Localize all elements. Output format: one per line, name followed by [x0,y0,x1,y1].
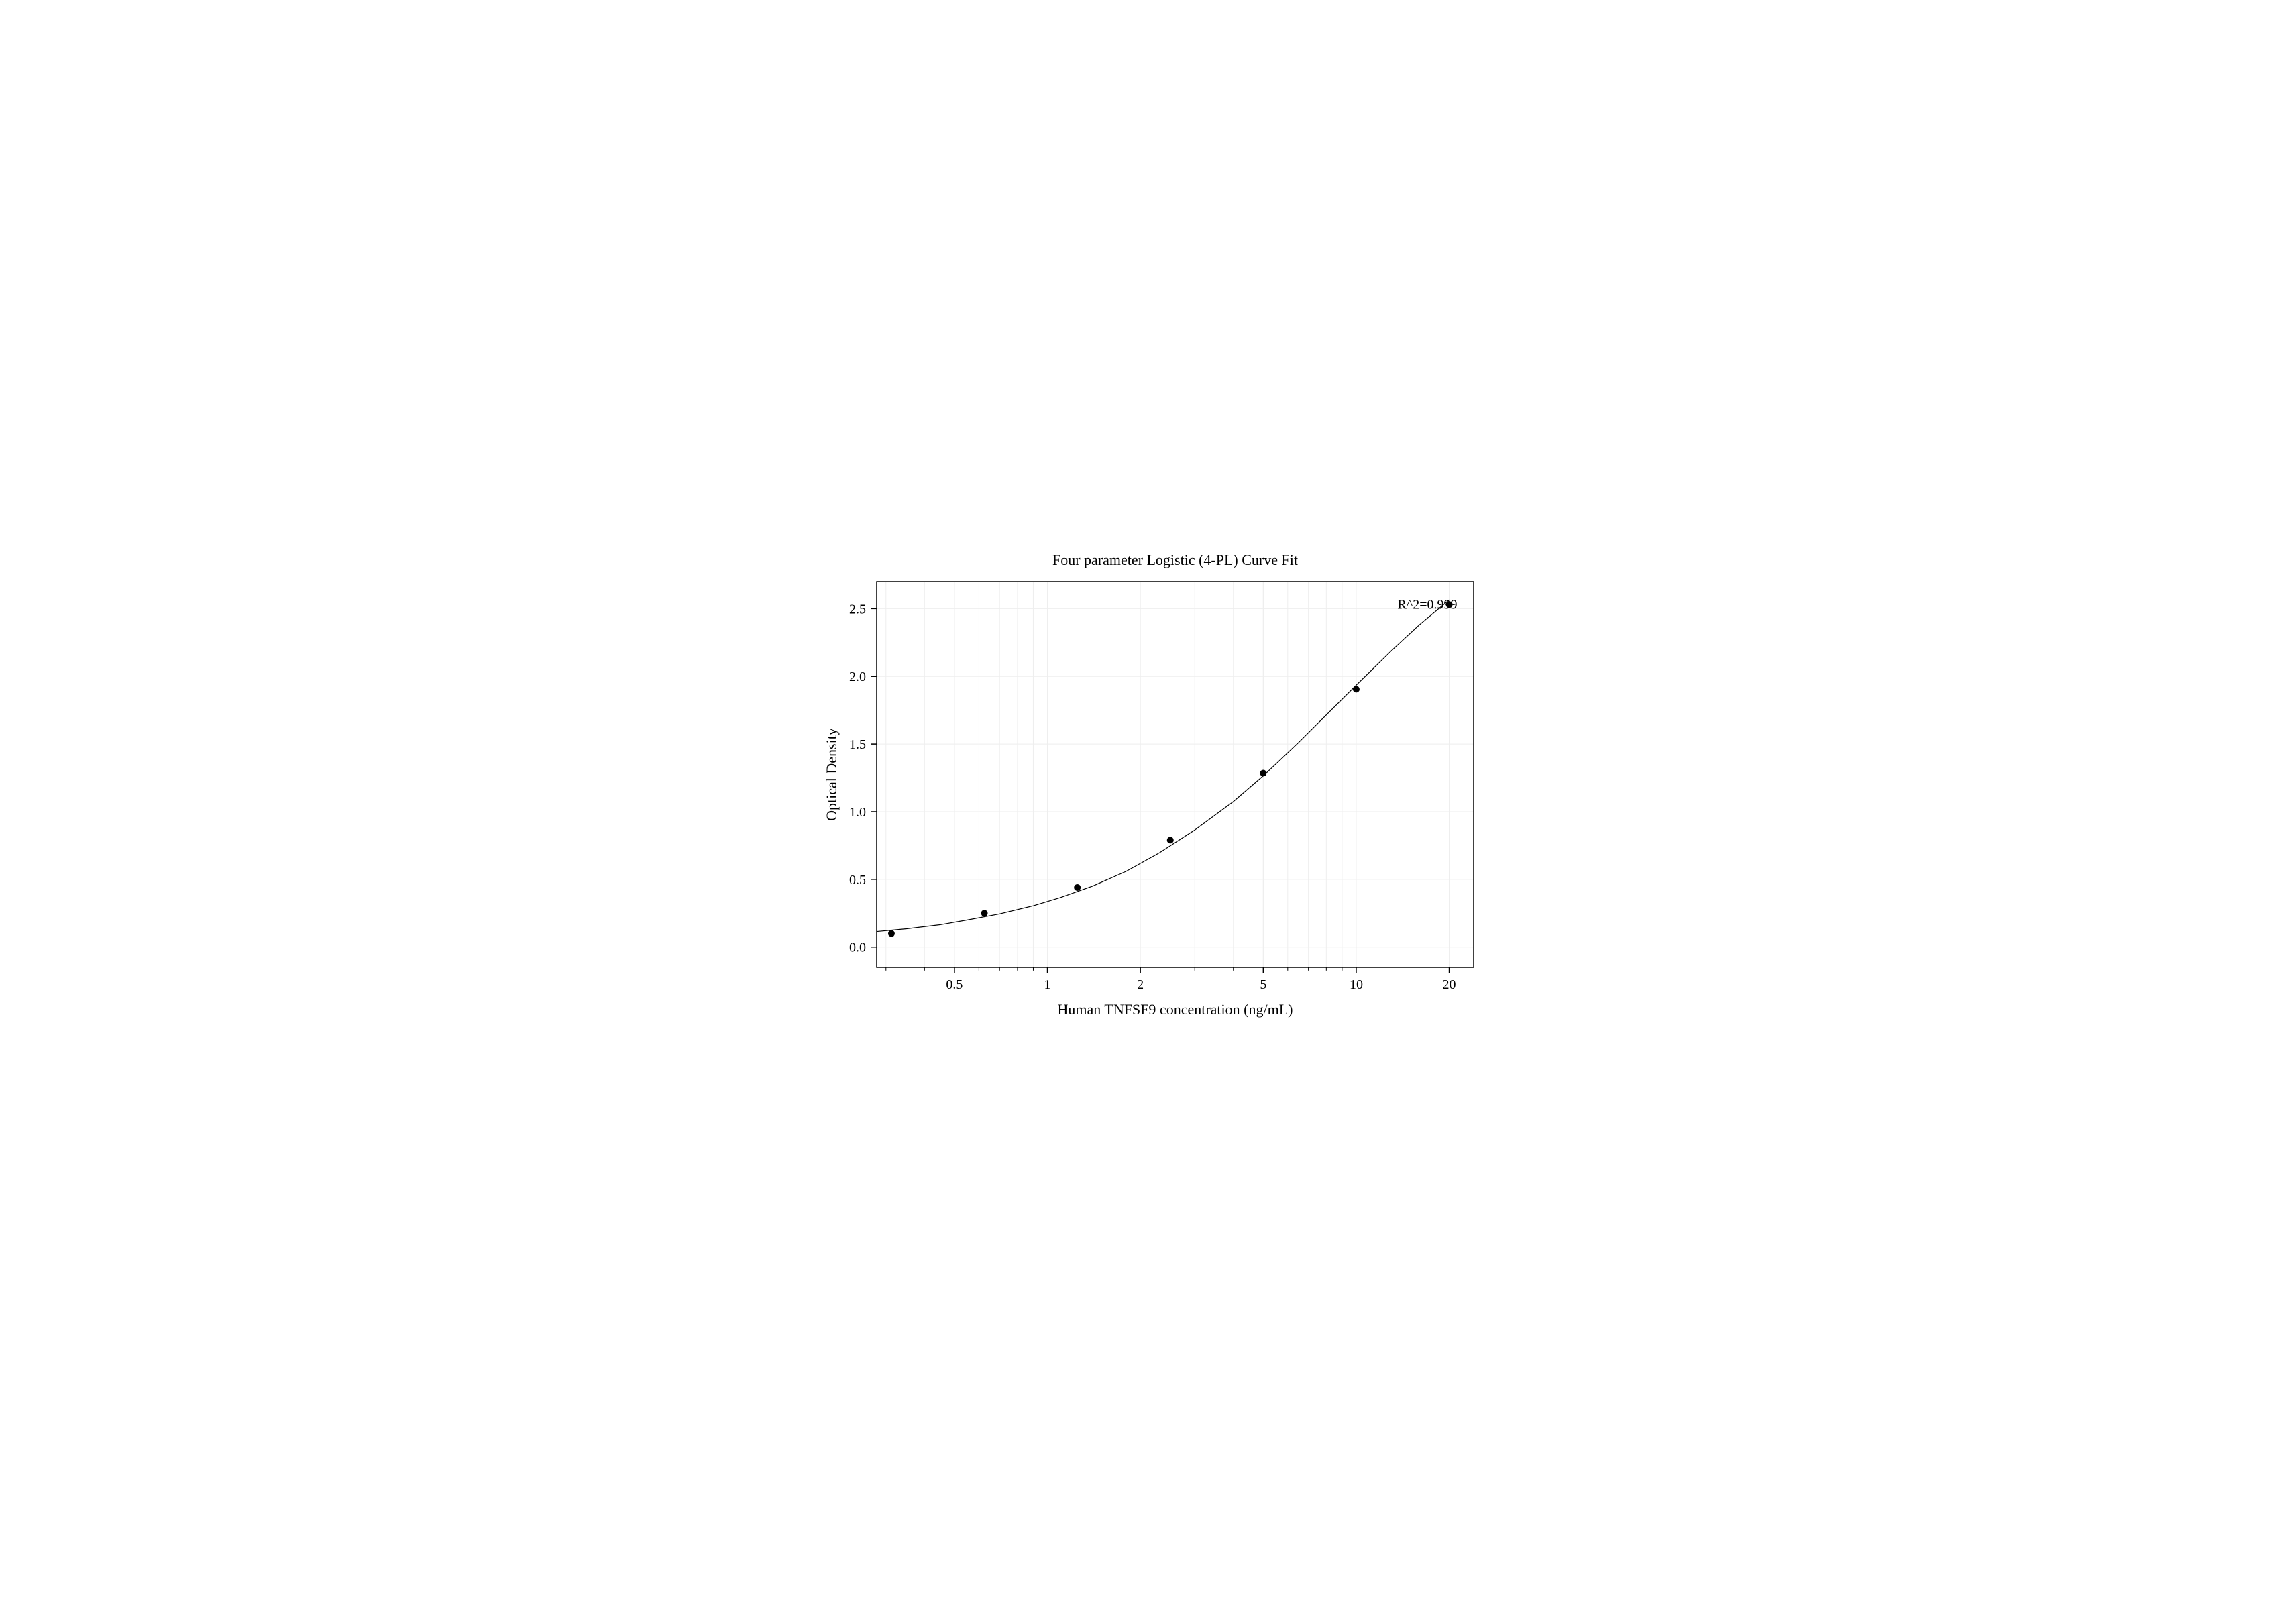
chart-container: 0.5 1 2 5 10 20 0.0 0.5 1.0 1.5 2.0 2.5 Four paramet… [746,521,1551,1083]
svg-text:0.5: 0.5 [849,872,866,887]
svg-text:1.5: 1.5 [849,737,866,752]
data-point [981,910,987,916]
svg-text:2.5: 2.5 [849,602,866,617]
data-point [1074,884,1081,890]
chart-title: Four parameter Logistic (4-PL) Curve Fit [1052,551,1298,568]
x-axis-label: Human TNFSF9 concentration (ng/mL) [1057,1001,1293,1018]
r-squared-annotation: R^2=0.999 [1397,597,1457,612]
svg-text:0.0: 0.0 [849,940,866,955]
data-point [1260,769,1266,776]
svg-text:1: 1 [1044,977,1050,992]
svg-text:2.0: 2.0 [849,670,866,684]
svg-text:2: 2 [1137,977,1144,992]
y-axis-label: Optical Density [823,728,840,821]
chart-svg: 0.5 1 2 5 10 20 0.0 0.5 1.0 1.5 2.0 2.5 Four paramet… [746,521,1551,1083]
data-point [887,930,894,937]
svg-text:5: 5 [1260,977,1266,992]
svg-text:1.0: 1.0 [849,804,866,819]
svg-text:10: 10 [1349,977,1362,992]
data-point [1352,686,1359,692]
svg-text:0.5: 0.5 [946,977,963,992]
svg-text:20: 20 [1442,977,1456,992]
data-point [1166,837,1173,843]
